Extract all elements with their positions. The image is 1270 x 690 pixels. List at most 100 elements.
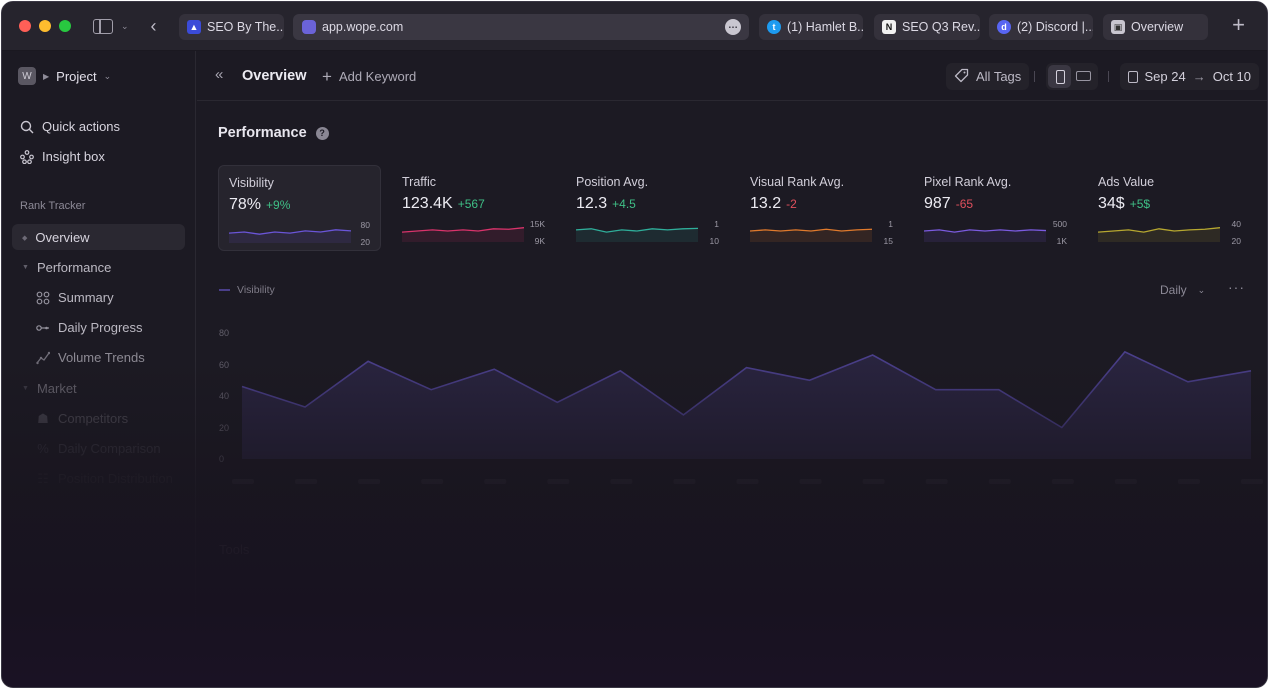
zoom-window-button[interactable]: [59, 20, 71, 32]
visibility-area-chart: [232, 350, 1263, 484]
x-tick-label: [1177, 479, 1200, 484]
x-tick-label: [610, 479, 633, 484]
sparkline-line: [924, 229, 1046, 233]
sidebar-section-rank-tracker: Rank Tracker: [20, 200, 86, 212]
metric-card[interactable]: Visibility 78% +9% 80 20: [218, 165, 381, 251]
metric-delta: +567: [457, 197, 485, 211]
sidebar-item-position-distribution[interactable]: ☷ Position Distribution: [37, 470, 173, 487]
more-options-icon[interactable]: …: [725, 19, 741, 35]
browser-tab-overview[interactable]: ▣ Overview: [1103, 14, 1208, 40]
sidebar-item-quick-actions[interactable]: Quick actions: [20, 119, 120, 134]
sparkline-area: [576, 228, 698, 242]
url-text[interactable]: app.wope.com: [322, 20, 404, 34]
x-tick-label: [547, 479, 570, 484]
metric-card[interactable]: Pixel Rank Avg. 987 -65 500 1K: [914, 165, 1077, 251]
close-window-button[interactable]: [19, 20, 31, 32]
sparkline-min-label: 9K: [534, 236, 545, 246]
sidebar-toggle-icon[interactable]: [93, 18, 113, 34]
chart-more-icon[interactable]: ···: [1228, 279, 1245, 295]
metric-delta: +5$: [1129, 197, 1151, 211]
sparkline: [402, 227, 524, 242]
triangle-logo-icon: ▲: [187, 20, 201, 34]
sparkline-min-label: 20: [1231, 236, 1241, 246]
back-arrow-icon[interactable]: ‹: [150, 15, 157, 36]
sparkline-max-label: 1: [888, 219, 893, 229]
divider: [1034, 71, 1035, 82]
sparkline-line: [1098, 227, 1220, 233]
browser-tab-notion[interactable]: N SEO Q3 Rev...: [874, 14, 980, 40]
metric-card[interactable]: Ads Value 34$ +5$ 40 20: [1088, 165, 1251, 251]
search-icon: [20, 120, 34, 134]
divider: [1108, 71, 1109, 82]
x-tick-label: [421, 479, 444, 484]
project-switcher[interactable]: W ▶ Project ⌄: [18, 67, 111, 85]
sparkline-max-label: 1: [714, 219, 719, 229]
percent-icon: %: [37, 441, 49, 456]
mobile-device-icon[interactable]: [1048, 65, 1071, 88]
sidebar-item-insight-box[interactable]: Insight box: [20, 149, 105, 164]
sparkline-line: [576, 227, 698, 233]
sidebar-item-competitors[interactable]: ☗ Competitors: [37, 410, 129, 427]
metric-card[interactable]: Traffic 123.4K +567 15K 9K: [392, 165, 555, 251]
browser-tab-twitter[interactable]: t (1) Hamlet B...: [759, 14, 863, 40]
address-bar[interactable]: app.wope.com …: [293, 14, 749, 40]
sparkline-min-label: 15: [883, 236, 893, 246]
arrow-right-icon: →: [1192, 69, 1206, 84]
sidebar-active-highlight: [12, 224, 185, 250]
metric-number: 987: [924, 195, 951, 212]
x-tick-label: [484, 479, 507, 484]
notion-icon: N: [882, 20, 896, 34]
metric-number: 34$: [1098, 195, 1125, 212]
metric-card[interactable]: Visual Rank Avg. 13.2 -2 1 15: [740, 165, 903, 251]
sparkline: [576, 227, 698, 242]
help-icon[interactable]: ?: [315, 126, 329, 140]
chevron-down-icon: ⌄: [103, 70, 112, 81]
sparkline: [1098, 227, 1220, 242]
chart-legend[interactable]: Visibility: [219, 284, 275, 296]
desktop-device-icon[interactable]: [1076, 71, 1091, 81]
x-tick-label: [358, 479, 381, 484]
collapse-sidebar-icon[interactable]: «: [215, 66, 224, 83]
metric-value: 12.3 +4.5: [576, 195, 636, 213]
sidebar-item-overview[interactable]: ◆ Overview: [22, 230, 90, 245]
app-body: W ▶ Project ⌄ Quick actions Insight box …: [2, 51, 1267, 687]
date-range-picker[interactable]: Sep 24 → Oct 10: [1120, 63, 1259, 90]
metric-label: Position Avg.: [576, 175, 649, 189]
project-avatar: W: [18, 67, 36, 85]
sidebar-item-daily-progress[interactable]: Daily Progress: [36, 320, 143, 335]
browser-tab-seo[interactable]: ▲ SEO By The...: [179, 14, 284, 40]
sparkline-max-label: 40: [1231, 219, 1241, 229]
minimize-window-button[interactable]: [39, 20, 51, 32]
browser-tab-discord[interactable]: d (2) Discord |...: [989, 14, 1093, 40]
sidebar-item-daily-comparison[interactable]: % Daily Comparison: [37, 441, 161, 456]
metric-label: Visual Rank Avg.: [750, 175, 845, 189]
add-keyword-button[interactable]: + Add Keyword: [322, 66, 417, 86]
x-tick-label: [1114, 479, 1137, 484]
legend-swatch: [219, 289, 230, 291]
sidebar-item-performance[interactable]: ▼ Performance: [22, 260, 112, 275]
metric-value: 987 -65: [924, 195, 973, 213]
progress-icon: [36, 321, 50, 335]
trend-icon: [36, 351, 50, 365]
metric-label: Ads Value: [1098, 175, 1155, 189]
interval-select[interactable]: Daily ⌄: [1160, 283, 1206, 297]
chevron-down-icon[interactable]: ⌄: [121, 20, 129, 31]
sparkline-area: [402, 227, 524, 242]
sidebar-item-volume-trends[interactable]: Volume Trends: [36, 350, 145, 365]
sparkline-line: [402, 227, 524, 233]
metric-card[interactable]: Position Avg. 12.3 +4.5 1 10: [566, 165, 729, 251]
tools-heading: Tools: [219, 542, 250, 557]
x-tick-label: [295, 479, 318, 484]
sidebar-item-summary[interactable]: Summary: [36, 290, 114, 305]
metric-number: 12.3: [576, 195, 608, 212]
x-tick-label: [673, 479, 696, 484]
all-tags-button[interactable]: All Tags: [946, 63, 1030, 90]
x-tick-label: [232, 479, 254, 484]
new-tab-button[interactable]: +: [1232, 12, 1245, 37]
caret-down-icon: ▼: [22, 264, 29, 271]
tag-icon: [954, 68, 969, 86]
sparkline: [229, 229, 351, 243]
sidebar-item-market[interactable]: ▼ Market: [22, 381, 77, 396]
plus-icon: +: [322, 66, 332, 86]
